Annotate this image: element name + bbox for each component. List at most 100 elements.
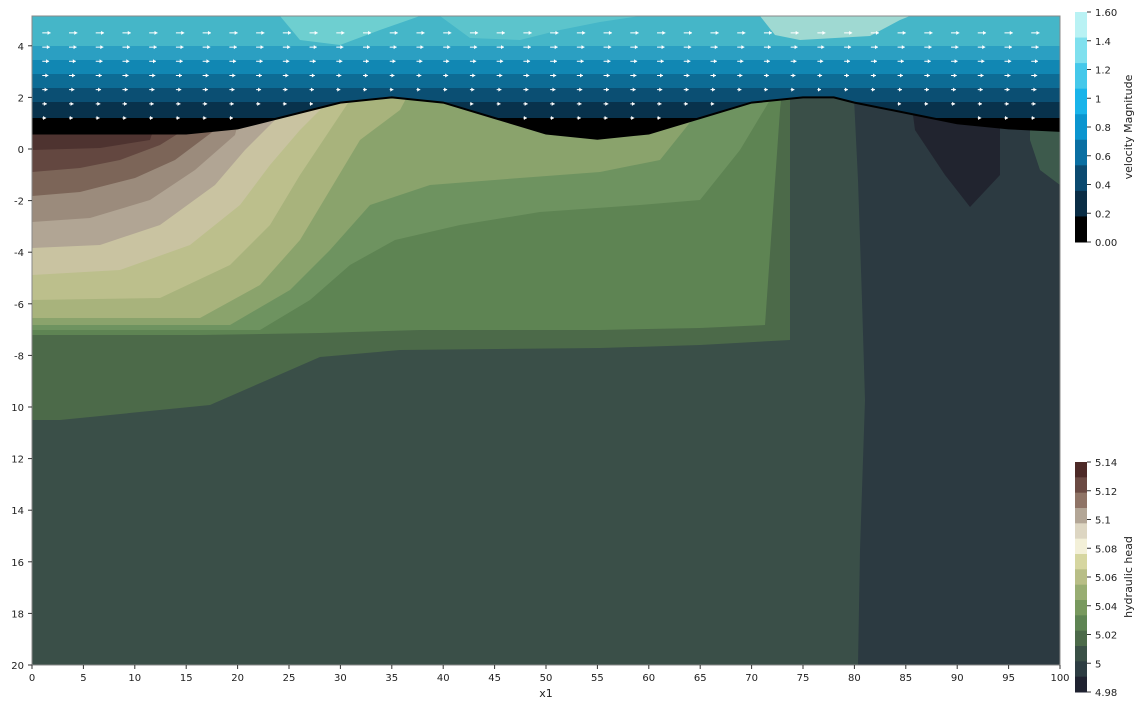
velocity-arrow-head	[206, 59, 210, 64]
velocity-arrow-head	[871, 87, 875, 92]
x-tick-label: 45	[488, 673, 501, 684]
x-tick-label: 70	[745, 673, 758, 684]
velocity-arrow-head	[207, 30, 211, 35]
colorbar-tick-label: 4.98	[1095, 688, 1117, 699]
colorbar-tick-label: 0.8	[1095, 123, 1111, 134]
velocity-arrow-head	[204, 101, 208, 106]
velocity-arrow-head	[712, 73, 716, 78]
velocity-arrow-head	[153, 59, 157, 64]
velocity-arrow-head	[978, 116, 982, 121]
colorbar-tick-label: 0.2	[1095, 209, 1111, 220]
velocity-arrow-head	[1031, 116, 1035, 121]
velocity-arrow-head	[127, 30, 131, 35]
velocity-arrow-head	[582, 30, 586, 35]
velocity-arrow-head	[956, 30, 960, 35]
velocity-arrow-head	[475, 30, 479, 35]
hydraulic-head-colorbar: 5.14 5.12 5.1 5.08 5.06 5.04 5.02 5 4.98 hydrauli…	[1075, 458, 1135, 699]
velocity-arrow-head	[365, 59, 369, 64]
velocity-arrow-head	[634, 59, 638, 64]
velocity-arrow-head	[1009, 30, 1013, 35]
velocity-peak-patch-mid	[440, 16, 640, 40]
velocity-arrow-head	[605, 101, 609, 106]
velocity-arrow-head	[660, 59, 664, 64]
velocity-arrow-head	[46, 45, 50, 50]
velocity-arrow-head	[473, 59, 477, 64]
velocity-arrow-head	[660, 73, 664, 78]
velocity-peak-patch-right-2	[760, 16, 910, 40]
velocity-arrow-head	[310, 87, 314, 92]
velocity-arrow-head	[953, 73, 957, 78]
velocity-arrow-head	[444, 87, 448, 92]
velocity-arrow-head	[445, 73, 449, 78]
velocity-arrow-head	[124, 101, 128, 106]
velocity-band-4	[32, 88, 1060, 102]
velocity-arrow-head	[152, 73, 156, 78]
x-tick-label: 15	[180, 673, 193, 684]
velocity-arrow-head	[981, 59, 985, 64]
velocity-arrow-head	[72, 73, 76, 78]
x-axis: 0 5 10 15 20 25 30 35 40 45 50 55 60 65 70 75 80 85 90 95 10…	[29, 665, 1070, 684]
velocity-arrow-head	[231, 87, 235, 92]
velocity-peak-patch-left	[280, 16, 420, 45]
velocity-arrow-head	[45, 73, 49, 78]
velocity-arrow-head	[419, 59, 423, 64]
velocity-arrow-head	[150, 101, 154, 106]
streambed-profile	[32, 96, 1060, 140]
y-tick-label: -2	[14, 197, 24, 208]
velocity-arrow-head	[340, 45, 344, 50]
velocity-arrow-head	[979, 87, 983, 92]
velocity-arrow-head	[179, 59, 183, 64]
colorbar-tick-label: 5.12	[1095, 487, 1117, 498]
velocity-arrow-head	[954, 59, 958, 64]
colorbar-tick-label: 1.4	[1095, 37, 1111, 48]
y-tick-label: -6	[14, 300, 24, 311]
velocity-arrow-head	[580, 59, 584, 64]
velocity-arrow-head	[899, 73, 903, 78]
velocity-arrow-head	[98, 73, 102, 78]
x-tick-label: 25	[283, 673, 296, 684]
velocity-arrow-head	[606, 87, 610, 92]
velocity-arrow-head	[553, 73, 557, 78]
velocity-arrow-head	[766, 59, 770, 64]
colorbar-tick-label: 5	[1095, 659, 1101, 670]
velocity-arrow-head	[767, 45, 771, 50]
velocity-arrow-head	[313, 45, 317, 50]
velocity-arrow-head	[448, 30, 452, 35]
velocity-arrow-head	[768, 30, 772, 35]
x-tick-label: 0	[29, 673, 35, 684]
velocity-arrow-head	[608, 45, 612, 50]
velocity-arrow-head	[714, 45, 718, 50]
velocity-arrow-head	[715, 30, 719, 35]
velocity-arrow-head	[309, 101, 313, 106]
velocity-arrow-head	[606, 73, 610, 78]
velocity-arrow-head	[364, 73, 368, 78]
velocity-arrow-head	[257, 101, 261, 106]
velocity-arrow-head	[1008, 59, 1012, 64]
velocity-arrow-head	[550, 116, 554, 121]
colorbar-swatch	[1075, 37, 1087, 64]
velocity-arrow-head	[391, 73, 395, 78]
velocity-arrow-head	[661, 45, 665, 50]
colorbar-swatch	[1075, 600, 1087, 616]
y-tick-label: 0	[18, 145, 24, 156]
velocity-arrow-head	[552, 87, 556, 92]
velocity-arrow-head	[551, 101, 555, 106]
colorbar-tick-label: 5.02	[1095, 631, 1117, 642]
velocity-arrow-head	[1034, 73, 1038, 78]
colorbar-label: velocity Magnitude	[1122, 74, 1135, 179]
velocity-arrow-head	[260, 45, 264, 50]
velocity-arrow-head	[180, 45, 184, 50]
velocity-arrow-head	[872, 73, 876, 78]
y-tick-label: -8	[14, 351, 24, 362]
velocity-arrow-head	[98, 87, 102, 92]
velocity-colorbar: 1.60 1.4 1.2 1 0.8 0.6 0.4 0.2 0.00 velocity Magn…	[1075, 8, 1135, 249]
velocity-arrow-head	[527, 45, 531, 50]
colorbar-swatch	[1075, 139, 1087, 166]
velocity-arrow-head	[446, 59, 450, 64]
velocity-band-1	[32, 46, 1060, 60]
velocity-arrow-head	[525, 87, 529, 92]
velocity-arrow-head	[74, 30, 78, 35]
velocity-arrow-head	[581, 45, 585, 50]
velocity-arrow-head	[738, 87, 742, 92]
velocity-arrow-head	[657, 116, 661, 121]
